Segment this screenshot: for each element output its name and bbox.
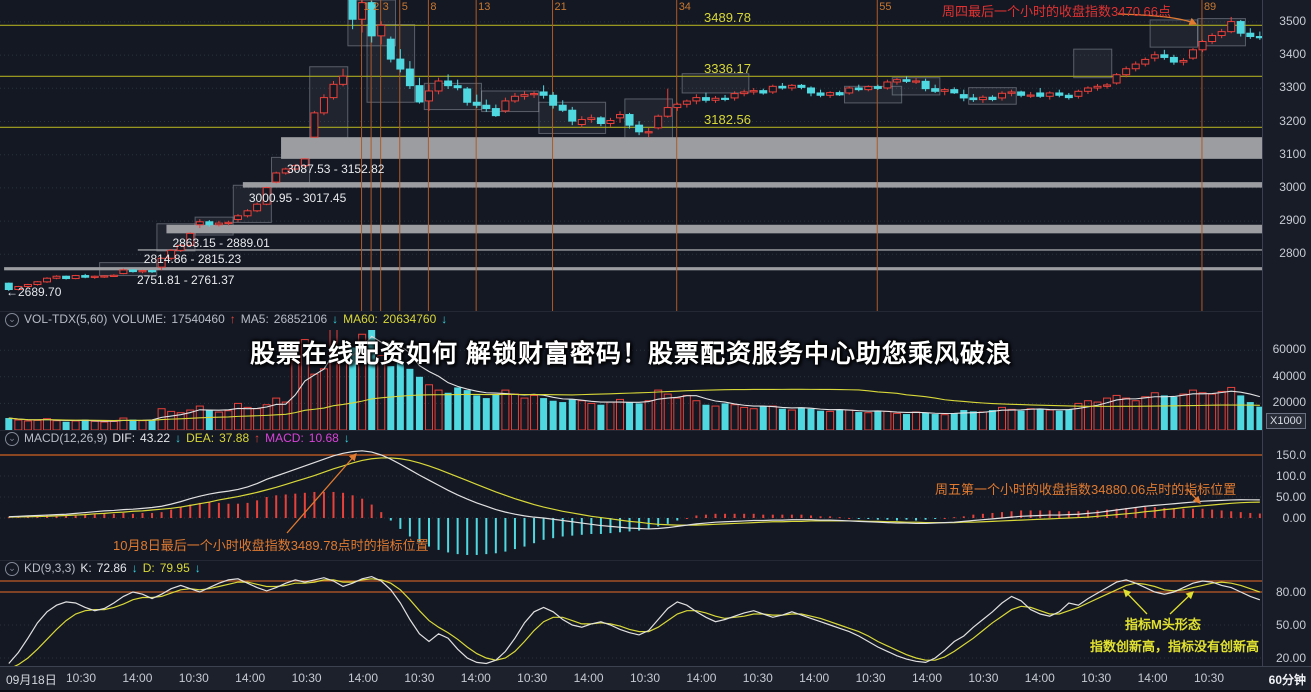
macd-arrow-icon: ↓: [343, 431, 350, 445]
dea-arrow-icon: ↑: [254, 431, 261, 445]
k-label: K:: [80, 561, 92, 575]
ma5-arrow-icon: ↓: [332, 312, 339, 326]
d-label: D:: [142, 561, 155, 575]
macd-value: 10.68: [308, 431, 339, 445]
kd-divergence-annotation: 指数创新高，指标没有创新高: [1090, 639, 1260, 654]
ma5-label: MA5:: [240, 312, 269, 326]
annotation-arrows: [286, 13, 1201, 615]
price-axis-gutter: [1262, 0, 1311, 666]
kd-indicator-name: KD(9,3,3): [24, 561, 76, 575]
pane-separator: [0, 430, 1262, 431]
volume-value: 17540460: [171, 312, 225, 326]
time-axis-bar[interactable]: [0, 666, 1311, 691]
volume-arrow-icon: ↑: [229, 312, 236, 326]
main-candle-pane[interactable]: [0, 0, 1263, 311]
d-arrow-icon: ↓: [194, 561, 201, 575]
volume-indicator-header: ⌄ VOL-TDX(5,60) VOLUME: 17540460 ↑ MA5: …: [0, 312, 447, 327]
macd-pane[interactable]: [0, 450, 1262, 555]
macd-label: MACD:: [265, 431, 304, 445]
date-label: 09月18日: [6, 673, 57, 687]
volume-pane[interactable]: [0, 313, 1263, 431]
collapse-icon[interactable]: ⌄: [5, 561, 19, 576]
volume-unit-label: X1000: [1266, 413, 1306, 429]
arrow-to-thursday-close: [1117, 13, 1198, 25]
dif-arrow-icon: ↓: [175, 431, 182, 445]
ma5-value: 26852106: [273, 312, 328, 326]
ma60-arrow-icon: ↓: [441, 312, 448, 326]
volume-label: VOLUME:: [112, 312, 167, 326]
thursday-close-annotation: 周四最后一个小时的收盘指数3470.66点: [942, 4, 1171, 19]
bottom-strip: [0, 690, 1311, 692]
overlay-ad-banner: 股票在线配资如何 解锁财富密码！股票配资服务中心助您乘风破浪: [250, 340, 1012, 368]
kd-indicator-header: ⌄ KD(9,3,3) K: 72.86 ↓ D: 79.95 ↓: [0, 561, 201, 576]
k-value: 72.86: [96, 561, 127, 575]
macd-oct8-annotation: 10月8日最后一个小时收盘指数3489.78点时的指标位置: [113, 538, 429, 553]
arrow-macd-friday: [1187, 489, 1201, 504]
period-label[interactable]: 60分钟: [1268, 673, 1306, 687]
ma60-label: MA60:: [343, 312, 378, 326]
macd-indicator-name: MACD(12,26,9): [24, 431, 108, 445]
dif-value: 43.22: [140, 431, 171, 445]
d-value: 79.95: [159, 561, 190, 575]
macd-indicator-header: ⌄ MACD(12,26,9) DIF: 43.22 ↓ DEA: 37.88 …: [0, 431, 350, 446]
kd-mtop-annotation: 指标M头形态: [1125, 617, 1201, 632]
volume-indicator-name: VOL-TDX(5,60): [24, 312, 108, 326]
pane-separator: [0, 560, 1262, 561]
macd-friday-annotation: 周五第一个小时的收盘指数34880.06点时的指标位置: [935, 482, 1237, 497]
dea-value: 37.88: [219, 431, 250, 445]
dea-label: DEA:: [186, 431, 215, 445]
collapse-icon[interactable]: ⌄: [5, 431, 19, 446]
pane-separator: [0, 311, 1262, 312]
ma60-value: 20634760: [382, 312, 437, 326]
arrow-kd-peak1: [1123, 589, 1148, 615]
collapse-icon[interactable]: ⌄: [5, 312, 19, 327]
kd-pane[interactable]: [0, 575, 1262, 669]
arrow-kd-peak2: [1169, 591, 1194, 615]
dif-label: DIF:: [112, 431, 136, 445]
k-arrow-icon: ↓: [131, 561, 138, 575]
arrow-macd-oct8: [286, 453, 357, 534]
